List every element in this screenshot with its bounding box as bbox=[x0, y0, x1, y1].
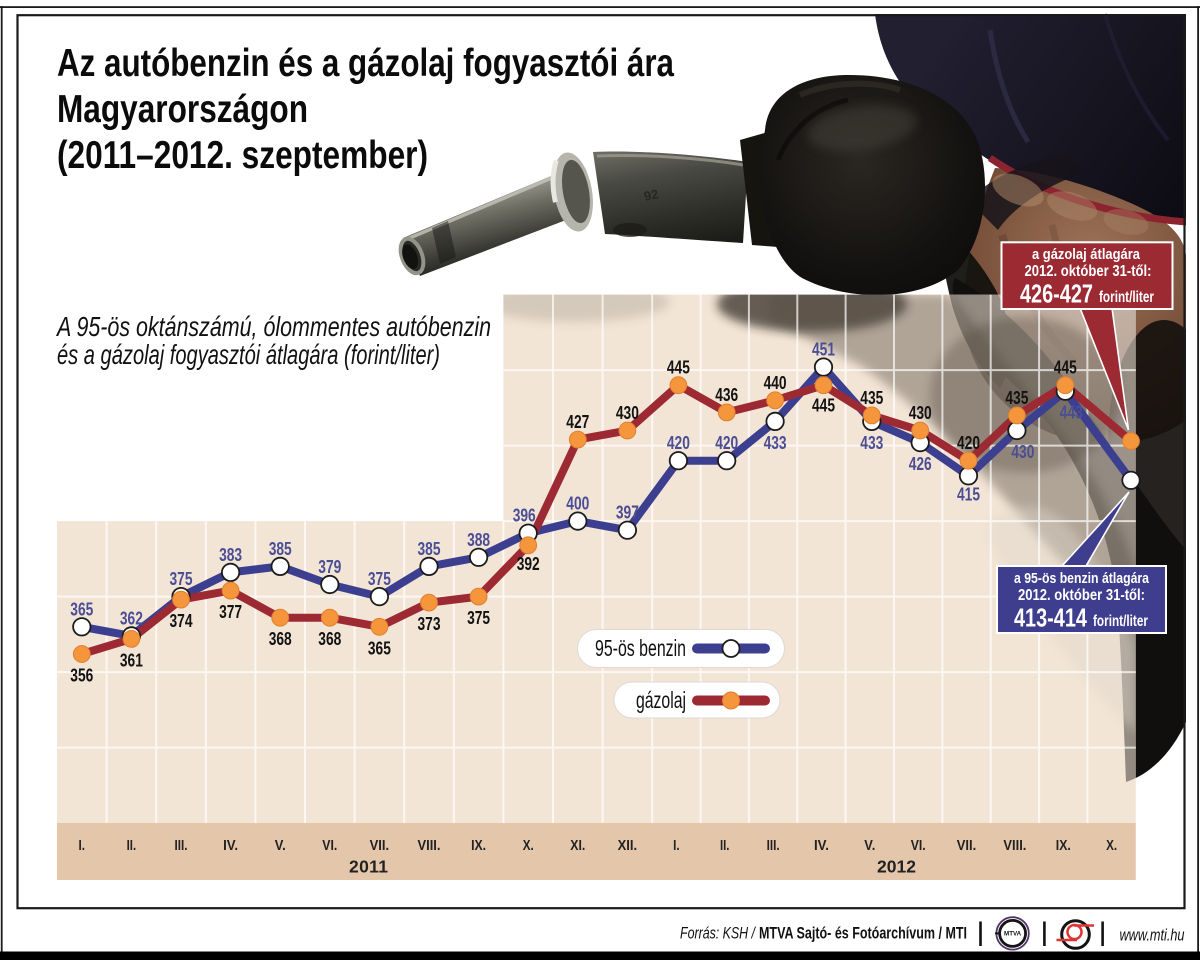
svg-text:VII.: VII. bbox=[957, 837, 977, 854]
svg-text:383: 383 bbox=[219, 545, 242, 565]
svg-text:375: 375 bbox=[170, 569, 193, 589]
svg-text:361: 361 bbox=[120, 650, 143, 670]
svg-text:MTVA: MTVA bbox=[1004, 931, 1022, 938]
svg-text:és a gázolaj fogyasztói átlagá: és a gázolaj fogyasztói átlagára (forint… bbox=[57, 339, 440, 370]
svg-text:356: 356 bbox=[70, 666, 93, 686]
svg-text:A 95-ös oktánszámú, ólommentes: A 95-ös oktánszámú, ólommentes autóbenzi… bbox=[55, 311, 491, 342]
svg-text:Az autóbenzin és a gázolaj fog: Az autóbenzin és a gázolaj fogyasztói ár… bbox=[57, 42, 674, 85]
svg-text:375: 375 bbox=[467, 608, 490, 628]
svg-text:388: 388 bbox=[467, 530, 490, 550]
svg-text:426: 426 bbox=[909, 454, 932, 474]
svg-text:440: 440 bbox=[764, 373, 787, 393]
svg-text:95-ös benzin: 95-ös benzin bbox=[595, 635, 686, 661]
svg-text:365: 365 bbox=[368, 638, 391, 658]
svg-text:VI.: VI. bbox=[911, 837, 926, 854]
svg-text:435: 435 bbox=[1005, 388, 1028, 408]
svg-text:413-414: 413-414 bbox=[1014, 604, 1088, 632]
svg-text:2012: 2012 bbox=[877, 857, 919, 877]
svg-text:X.: X. bbox=[1106, 837, 1117, 854]
svg-text:445: 445 bbox=[812, 396, 835, 416]
svg-text:420: 420 bbox=[957, 433, 980, 453]
svg-text:II.: II. bbox=[720, 837, 730, 854]
svg-text:VIII.: VIII. bbox=[1003, 837, 1026, 854]
svg-text:IX.: IX. bbox=[1056, 837, 1071, 854]
svg-text:445: 445 bbox=[667, 358, 690, 378]
svg-text:V.: V. bbox=[864, 837, 875, 854]
svg-text:III.: III. bbox=[767, 837, 780, 854]
svg-text:385: 385 bbox=[269, 539, 292, 559]
svg-text:430: 430 bbox=[1011, 442, 1034, 462]
svg-text:385: 385 bbox=[418, 539, 441, 559]
svg-text:XII.: XII. bbox=[618, 837, 638, 854]
svg-text:gázolaj: gázolaj bbox=[636, 687, 686, 713]
svg-text:(2011–2012. szeptember): (2011–2012. szeptember) bbox=[57, 134, 428, 177]
svg-text:377: 377 bbox=[219, 602, 242, 622]
svg-text:397: 397 bbox=[616, 503, 639, 523]
svg-text:430: 430 bbox=[909, 403, 932, 423]
svg-text:373: 373 bbox=[418, 614, 441, 634]
svg-text:www.mti.hu: www.mti.hu bbox=[1120, 926, 1185, 945]
svg-text:362: 362 bbox=[120, 608, 143, 628]
svg-text:a gázolaj átlagára: a gázolaj átlagára bbox=[1032, 246, 1141, 263]
svg-text:X.: X. bbox=[523, 837, 534, 854]
svg-text:forint/liter: forint/liter bbox=[1093, 613, 1148, 630]
svg-text:396: 396 bbox=[513, 506, 536, 526]
svg-text:IV.: IV. bbox=[223, 837, 238, 854]
svg-text:365: 365 bbox=[70, 599, 93, 619]
svg-text:420: 420 bbox=[667, 433, 690, 453]
svg-text:I.: I. bbox=[673, 837, 680, 854]
svg-text:IV.: IV. bbox=[814, 837, 829, 854]
svg-text:433: 433 bbox=[764, 433, 787, 453]
svg-text:427: 427 bbox=[566, 412, 589, 432]
svg-text:436: 436 bbox=[715, 385, 738, 405]
svg-text:VIII.: VIII. bbox=[418, 837, 441, 854]
svg-text:415: 415 bbox=[957, 484, 980, 504]
svg-text:375: 375 bbox=[368, 569, 391, 589]
svg-text:V.: V. bbox=[275, 837, 286, 854]
svg-text:368: 368 bbox=[318, 629, 341, 649]
svg-text:433: 433 bbox=[860, 433, 883, 453]
svg-text:368: 368 bbox=[269, 629, 292, 649]
svg-text:XI.: XI. bbox=[570, 837, 585, 854]
svg-text:IX.: IX. bbox=[471, 837, 486, 854]
svg-text:2012. október 31-től:: 2012. október 31-től: bbox=[1018, 587, 1145, 604]
svg-text:forint/liter: forint/liter bbox=[1099, 289, 1154, 306]
svg-text:420: 420 bbox=[715, 433, 738, 453]
svg-text:435: 435 bbox=[860, 388, 883, 408]
svg-text:MTVA Sajtó- és Fotóarchívum /: MTVA Sajtó- és Fotóarchívum / MTI bbox=[759, 925, 967, 943]
svg-text:451: 451 bbox=[812, 340, 835, 360]
svg-text:379: 379 bbox=[318, 557, 341, 577]
svg-text:445: 445 bbox=[1054, 358, 1077, 378]
svg-text:443: 443 bbox=[1060, 403, 1083, 423]
svg-text:a 95-ös benzin átlagára: a 95-ös benzin átlagára bbox=[1014, 570, 1150, 587]
svg-text:I.: I. bbox=[79, 837, 86, 854]
svg-text:392: 392 bbox=[517, 554, 540, 574]
svg-text:Forrás: KSH /: Forrás: KSH / bbox=[680, 925, 756, 943]
svg-text:400: 400 bbox=[566, 494, 589, 514]
svg-text:II.: II. bbox=[127, 837, 137, 854]
svg-text:VII.: VII. bbox=[370, 837, 390, 854]
svg-text:426-427: 426-427 bbox=[1020, 280, 1093, 308]
svg-text:III.: III. bbox=[175, 837, 188, 854]
svg-text:430: 430 bbox=[616, 403, 639, 423]
svg-text:2012. október 31-től:: 2012. október 31-től: bbox=[1025, 263, 1152, 280]
svg-text:2011: 2011 bbox=[349, 857, 391, 877]
svg-text:VI.: VI. bbox=[322, 837, 337, 854]
svg-text:Magyarországon: Magyarországon bbox=[57, 88, 308, 131]
svg-text:374: 374 bbox=[170, 611, 193, 631]
